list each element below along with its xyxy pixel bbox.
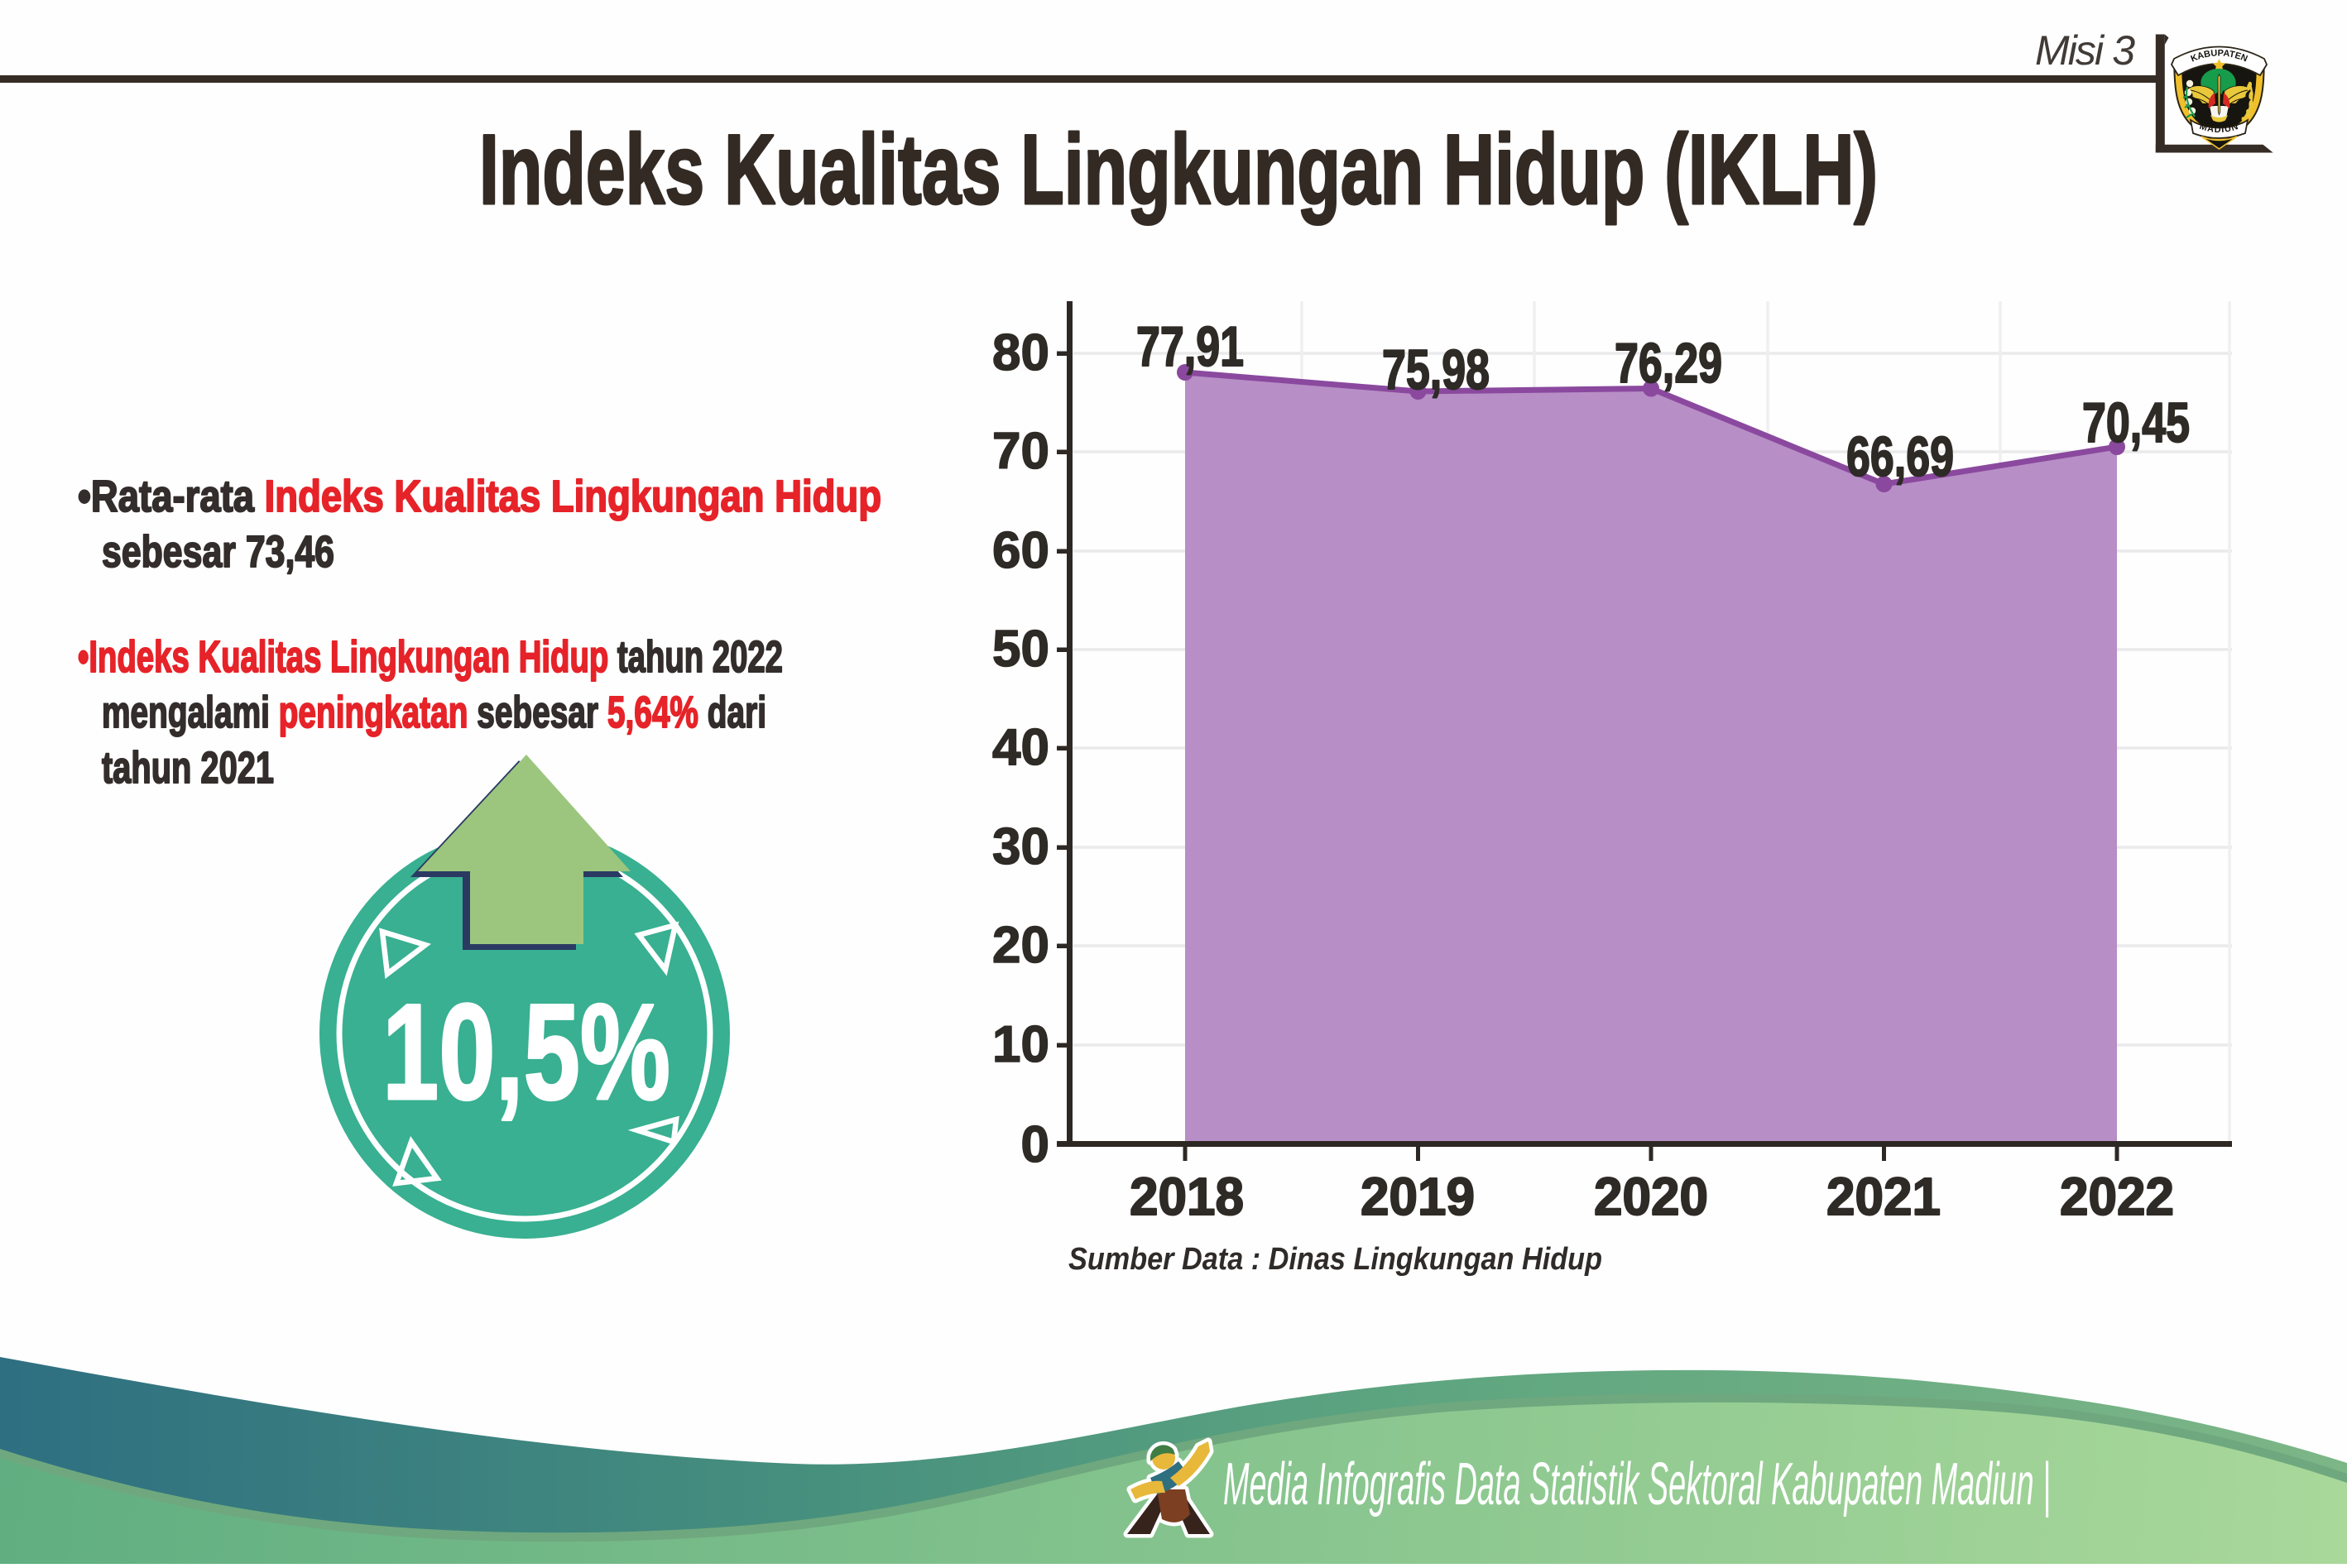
svg-text:30: 30: [992, 818, 1049, 875]
svg-text:0: 0: [1021, 1116, 1049, 1173]
svg-text:2019: 2019: [1361, 1167, 1475, 1226]
svg-text:70: 70: [992, 423, 1049, 480]
svg-text:mengalami peningkatan sebesar: mengalami peningkatan sebesar 5,64% dari: [102, 688, 766, 737]
svg-text:2022: 2022: [2060, 1167, 2174, 1226]
svg-text:40: 40: [992, 719, 1049, 776]
svg-text:50: 50: [992, 621, 1049, 678]
svg-text:tahun 2021: tahun 2021: [102, 743, 274, 793]
svg-text:2018: 2018: [1130, 1167, 1244, 1226]
svg-text:75,98: 75,98: [1382, 338, 1490, 401]
svg-text:10: 10: [992, 1016, 1049, 1073]
svg-text:Sumber Data : Dinas Lingkungan: Sumber Data : Dinas Lingkungan Hidup: [1068, 1242, 1602, 1277]
svg-text:80: 80: [992, 324, 1049, 381]
svg-text:•Indeks Kualitas Lingkungan Hi: •Indeks Kualitas Lingkungan Hidup tahun …: [78, 632, 783, 682]
svg-text:sebesar 73,46: sebesar 73,46: [102, 527, 334, 577]
svg-text:2020: 2020: [1594, 1167, 1708, 1226]
svg-text:20: 20: [992, 917, 1049, 974]
svg-text:77,91: 77,91: [1136, 315, 1244, 378]
svg-text:MADIUN: MADIUN: [2198, 122, 2240, 135]
svg-text:•Rata-rata Indeks Kualitas Lin: •Rata-rata Indeks Kualitas Lingkungan Hi…: [78, 472, 881, 521]
svg-text:2021: 2021: [1826, 1167, 1941, 1226]
svg-text:66,69: 66,69: [1846, 425, 1954, 488]
svg-text:Indeks Kualitas Lingkungan Hid: Indeks Kualitas Lingkungan Hidup (IKLH): [479, 114, 1878, 225]
svg-text:76,29: 76,29: [1615, 332, 1722, 395]
svg-text:Media Infografis Data Statisti: Media Infografis Data Statistik Sektoral…: [1223, 1451, 2051, 1518]
svg-text:60: 60: [992, 522, 1049, 579]
svg-text:10,5%: 10,5%: [382, 976, 670, 1128]
svg-text:70,45: 70,45: [2082, 391, 2190, 454]
svg-text:Misi 3: Misi 3: [2035, 27, 2135, 74]
